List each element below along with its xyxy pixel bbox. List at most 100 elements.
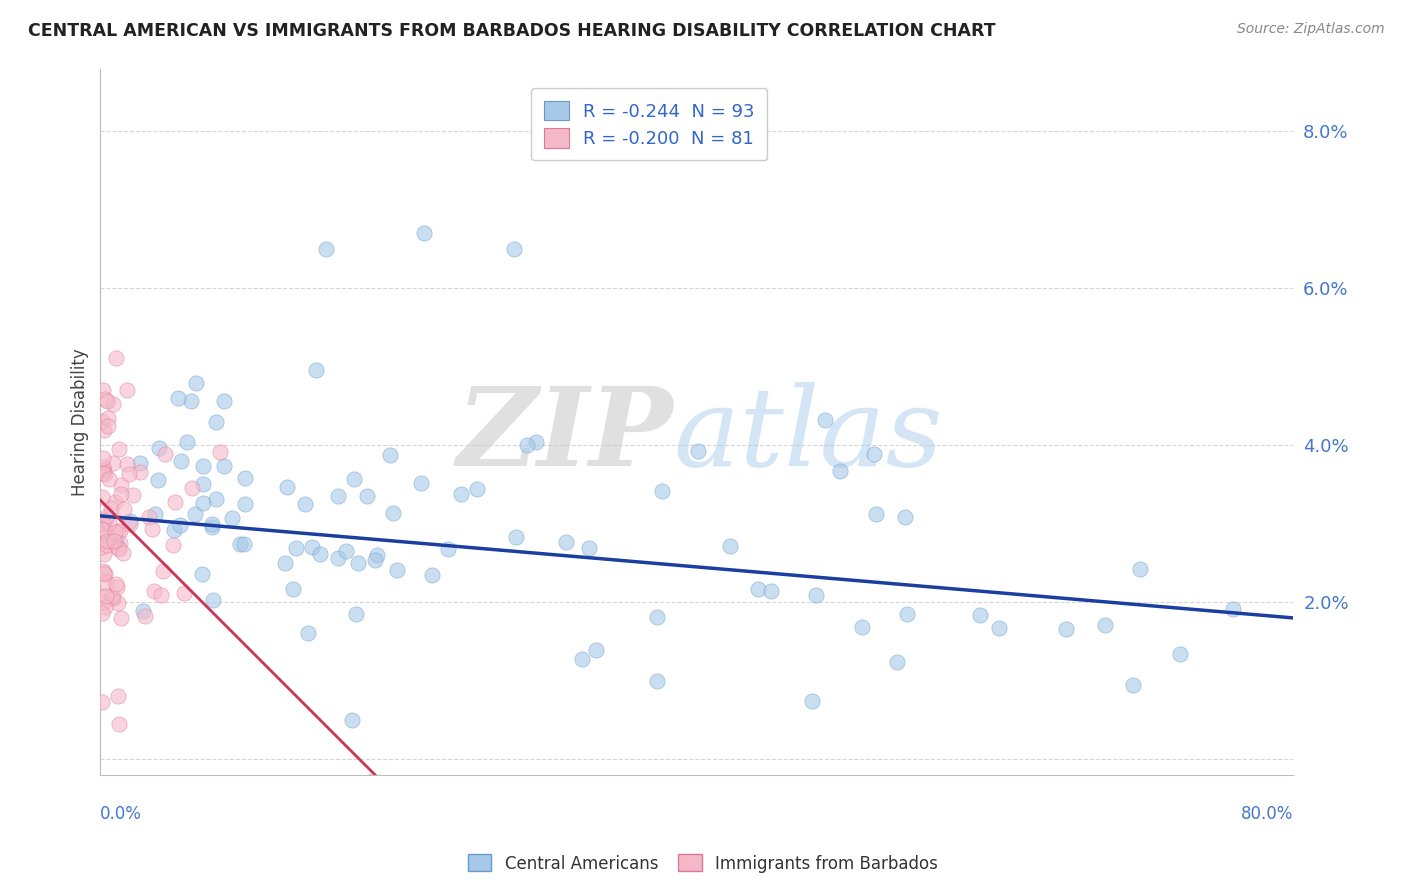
Point: [105, 580, 128, 594]
Point: [108, 536, 131, 550]
Point: [93, 547, 115, 561]
Point: [170, 454, 193, 468]
Point: [90, 515, 112, 529]
Point: [969, 608, 991, 623]
Point: [274, 556, 297, 570]
Point: [115, 457, 138, 471]
Point: [828, 464, 851, 478]
Point: [96, 538, 118, 552]
Point: [169, 518, 191, 533]
Point: [761, 583, 783, 598]
Point: [105, 533, 128, 548]
Point: [103, 534, 125, 549]
Point: [108, 442, 131, 457]
Point: [233, 497, 256, 511]
Point: [814, 412, 837, 426]
Point: [91, 606, 114, 620]
Point: [585, 643, 607, 657]
Point: [200, 516, 222, 531]
Point: [851, 620, 873, 634]
Point: [90, 696, 112, 710]
Point: [1129, 562, 1152, 576]
Point: [305, 363, 328, 377]
Point: [93, 463, 115, 477]
Point: [233, 471, 256, 485]
Point: [90, 590, 112, 604]
Point: [204, 415, 226, 429]
Y-axis label: Hearing Disability: Hearing Disability: [72, 348, 89, 496]
Text: Source: ZipAtlas.com: Source: ZipAtlas.com: [1237, 22, 1385, 37]
Point: [141, 522, 163, 536]
Legend: Central Americans, Immigrants from Barbados: Central Americans, Immigrants from Barba…: [461, 847, 945, 880]
Point: [112, 502, 135, 516]
Point: [142, 584, 165, 599]
Point: [94, 589, 117, 603]
Point: [108, 524, 131, 539]
Point: [193, 496, 215, 510]
Point: [505, 530, 527, 544]
Point: [326, 551, 349, 566]
Point: [515, 438, 537, 452]
Point: [229, 537, 252, 551]
Point: [93, 513, 115, 527]
Point: [1122, 678, 1144, 692]
Point: [896, 607, 918, 621]
Point: [315, 242, 337, 256]
Point: [863, 446, 886, 460]
Point: [988, 620, 1011, 634]
Point: [212, 393, 235, 408]
Point: [115, 383, 138, 397]
Point: [91, 413, 114, 427]
Point: [93, 423, 115, 437]
Point: [747, 582, 769, 596]
Point: [387, 563, 409, 577]
Point: [436, 541, 458, 556]
Legend: R = -0.244  N = 93, R = -0.200  N = 81: R = -0.244 N = 93, R = -0.200 N = 81: [531, 88, 768, 161]
Point: [103, 591, 125, 605]
Point: [167, 391, 190, 405]
Point: [91, 466, 114, 480]
Point: [344, 607, 367, 622]
Point: [524, 435, 547, 450]
Point: [503, 242, 526, 256]
Point: [118, 514, 141, 528]
Point: [221, 511, 243, 525]
Point: [1094, 618, 1116, 632]
Point: [173, 586, 195, 600]
Point: [104, 525, 127, 540]
Point: [108, 541, 131, 556]
Point: [90, 541, 112, 555]
Point: [186, 376, 208, 390]
Point: [364, 553, 387, 567]
Point: [103, 397, 125, 411]
Point: [90, 522, 112, 536]
Point: [1222, 601, 1244, 615]
Point: [686, 443, 709, 458]
Point: [132, 604, 155, 618]
Point: [94, 575, 117, 590]
Point: [107, 689, 129, 703]
Point: [134, 609, 156, 624]
Text: CENTRAL AMERICAN VS IMMIGRANTS FROM BARBADOS HEARING DISABILITY CORRELATION CHAR: CENTRAL AMERICAN VS IMMIGRANTS FROM BARB…: [28, 22, 995, 40]
Point: [96, 534, 118, 549]
Point: [181, 481, 204, 495]
Point: [801, 694, 824, 708]
Point: [804, 588, 827, 602]
Point: [201, 519, 224, 533]
Point: [93, 459, 115, 474]
Point: [146, 473, 169, 487]
Point: [129, 456, 152, 470]
Point: [343, 472, 366, 486]
Point: [645, 610, 668, 624]
Point: [94, 567, 117, 582]
Point: [153, 447, 176, 461]
Point: [149, 588, 172, 602]
Point: [98, 534, 121, 549]
Point: [233, 537, 256, 551]
Point: [380, 448, 402, 462]
Point: [413, 227, 436, 241]
Point: [335, 544, 357, 558]
Point: [97, 516, 120, 530]
Point: [97, 411, 120, 425]
Point: [122, 488, 145, 502]
